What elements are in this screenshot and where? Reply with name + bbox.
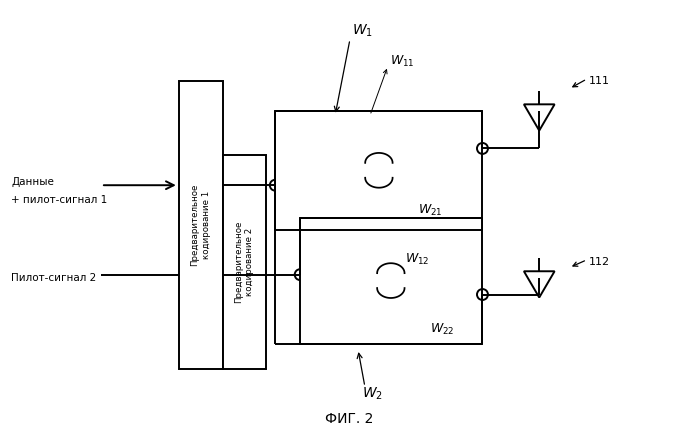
Text: $W_1$: $W_1$ [352,23,373,39]
Text: $W_{12}$: $W_{12}$ [405,252,429,267]
Text: $W_{21}$: $W_{21}$ [418,202,442,218]
Text: + пилот-сигнал 1: + пилот-сигнал 1 [11,195,108,205]
Text: 112: 112 [589,257,610,267]
Text: ФИГ. 2: ФИГ. 2 [325,412,373,426]
Bar [222,155,266,369]
Text: $W_2$: $W_2$ [362,386,383,402]
Text: Данные: Данные [11,177,55,187]
Text: $W_{22}$: $W_{22}$ [430,322,454,337]
Text: $W_{11}$: $W_{11}$ [390,54,415,68]
Text: 111: 111 [589,76,610,86]
Text: Пилот-сигнал 2: Пилот-сигнал 2 [11,272,96,283]
Bar [179,81,222,369]
Bar [275,111,482,230]
Text: Предварительное
кодирование 1: Предварительное кодирование 1 [191,184,210,266]
Text: Предварительное
кодирование 2: Предварительное кодирование 2 [234,221,254,303]
Bar [300,218,482,344]
